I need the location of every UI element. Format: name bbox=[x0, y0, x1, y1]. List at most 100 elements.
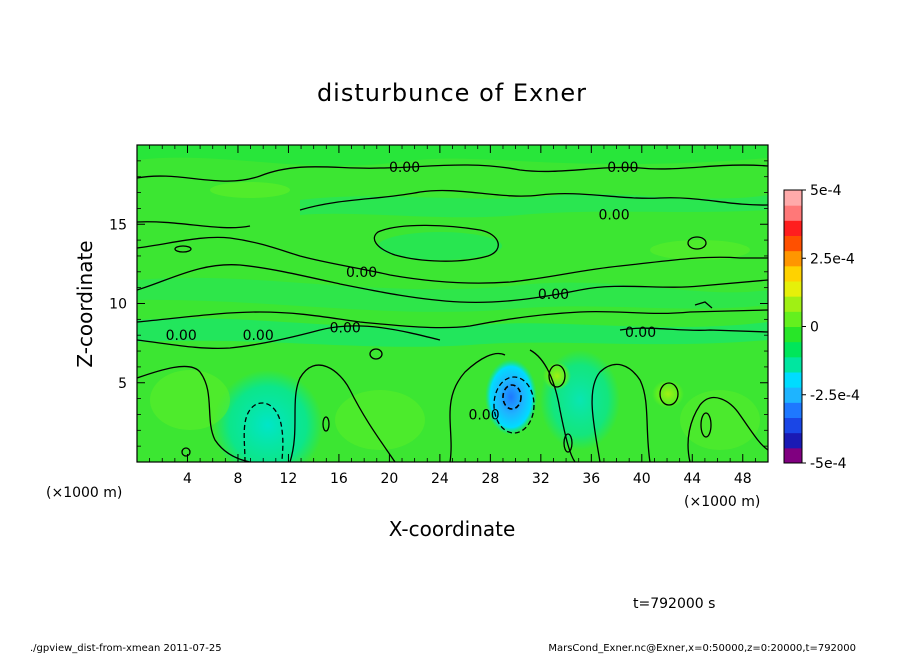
contour-line bbox=[137, 236, 768, 284]
contour-line bbox=[137, 325, 441, 350]
contour-lines bbox=[137, 164, 768, 462]
contour-labels: 0.00 0.00 0.00 0.00 0.00 0.00 0.00 0.00 0.00 0.00 bbox=[166, 160, 657, 423]
time-annotation: t=792000 s bbox=[633, 596, 715, 612]
contour-line bbox=[137, 164, 768, 182]
field-blob bbox=[650, 240, 750, 260]
x-tick-label: 36 bbox=[582, 471, 600, 487]
contour-line bbox=[137, 309, 768, 329]
contour-line bbox=[687, 236, 707, 250]
colorbar-swatch bbox=[784, 417, 802, 434]
colorbar-swatch bbox=[784, 296, 802, 312]
x-tick-label: 4 bbox=[183, 471, 192, 487]
colorbar-swatch bbox=[784, 281, 802, 297]
contour-line bbox=[449, 352, 506, 462]
contour-line bbox=[137, 264, 768, 304]
colorbar-swatch bbox=[784, 356, 802, 373]
contour-line-negative bbox=[243, 402, 284, 462]
colorbar-swatch bbox=[784, 220, 802, 236]
colorbar-label: -5e-4 bbox=[810, 456, 847, 472]
field-blob bbox=[150, 370, 230, 430]
x-tick-label: 24 bbox=[431, 471, 449, 487]
footer-left: ./gpview_dist-from-xmean 2011-07-25 bbox=[30, 643, 222, 654]
colorbar-swatch bbox=[784, 432, 802, 449]
x-tick-label: 12 bbox=[280, 471, 298, 487]
colorbar-swatch bbox=[784, 447, 802, 464]
field-blob bbox=[378, 232, 502, 260]
contour-label: 0.00 bbox=[625, 325, 656, 341]
colorbar-swatch bbox=[784, 205, 802, 221]
colorbar-swatch bbox=[784, 387, 802, 403]
contour-label: 0.00 bbox=[346, 265, 377, 281]
field-high bbox=[543, 362, 571, 390]
x-tick-label: 40 bbox=[633, 471, 651, 487]
contour-line bbox=[322, 416, 330, 432]
field-low bbox=[213, 370, 323, 462]
x-tick-label: 20 bbox=[380, 471, 398, 487]
contour-line bbox=[289, 364, 396, 462]
contour-label: 0.00 bbox=[607, 160, 638, 176]
contour-line bbox=[687, 396, 768, 462]
contour-line bbox=[137, 365, 251, 462]
x-axis-label: X-coordinate bbox=[389, 517, 516, 541]
x-unit-label-right: (×1000 m) bbox=[684, 494, 760, 510]
colorbar-swatch bbox=[784, 265, 802, 282]
contour-line bbox=[137, 221, 251, 229]
colorbar-label: 2.5e-4 bbox=[810, 251, 855, 267]
y-tick-label: 5 bbox=[118, 376, 127, 392]
contour-label: 0.00 bbox=[598, 208, 629, 224]
contour-line bbox=[700, 412, 712, 438]
colorbar-swatch bbox=[784, 250, 802, 267]
colorbar-swatch bbox=[784, 311, 802, 327]
x-tick-label: 48 bbox=[734, 471, 752, 487]
colorbar-swatch bbox=[784, 402, 802, 418]
contour-line-negative bbox=[493, 376, 535, 434]
x-tick-label: 32 bbox=[532, 471, 550, 487]
colorbar-label: 5e-4 bbox=[810, 183, 842, 199]
contour-line bbox=[174, 245, 192, 253]
x-tick-label: 16 bbox=[330, 471, 348, 487]
field-high bbox=[652, 380, 684, 408]
colorbar-swatch bbox=[784, 341, 802, 358]
contour-line bbox=[659, 382, 679, 406]
contour-line bbox=[299, 189, 768, 211]
contour-line bbox=[548, 364, 566, 388]
y-tick-label: 10 bbox=[109, 297, 127, 313]
x-unit-label-left: (×1000 m) bbox=[46, 485, 122, 501]
contour-line bbox=[563, 433, 573, 453]
contour-line-negative bbox=[502, 384, 522, 410]
contour-line bbox=[619, 327, 768, 333]
colorbar-swatch bbox=[784, 235, 802, 252]
contour-line bbox=[181, 447, 191, 457]
x-tick-label: 28 bbox=[481, 471, 499, 487]
colorbar-label: -2.5e-4 bbox=[810, 388, 860, 404]
y-axis-ticks: 5 10 15 bbox=[109, 160, 768, 447]
contour-label: 0.00 bbox=[243, 328, 274, 344]
contour-line bbox=[369, 348, 383, 360]
contour-line bbox=[694, 301, 713, 309]
contour-line bbox=[373, 224, 499, 262]
field-band bbox=[137, 145, 768, 166]
colorbar-swatch bbox=[784, 326, 802, 343]
x-axis-ticks: 4 8 12 16 20 24 28 32 36 40 44 48 bbox=[149, 145, 756, 487]
contour-label: 0.00 bbox=[330, 320, 361, 336]
y-axis-label: Z-coordinate bbox=[73, 240, 97, 367]
contour-line bbox=[591, 363, 651, 462]
colorbar-labels: 5e-4 2.5e-4 0 -2.5e-4 -5e-4 bbox=[802, 183, 860, 472]
contour-label: 0.00 bbox=[468, 407, 499, 423]
contour-label: 0.00 bbox=[389, 160, 420, 176]
colorbar-swatch bbox=[784, 372, 802, 388]
field-blob bbox=[210, 182, 290, 198]
footer-right: MarsCond_Exner.nc@Exner,x=0:50000,z=0:20… bbox=[548, 643, 856, 654]
contour-line bbox=[529, 349, 576, 462]
colorbar-label: 0 bbox=[810, 320, 819, 336]
field-band bbox=[300, 193, 768, 218]
contour-label: 0.00 bbox=[538, 287, 569, 303]
contour-label: 0.00 bbox=[166, 328, 197, 344]
y-tick-label: 15 bbox=[109, 217, 127, 233]
x-tick-label: 44 bbox=[683, 471, 701, 487]
field-low-main bbox=[485, 359, 537, 435]
field-band bbox=[137, 318, 768, 347]
chart-title: disturbunce of Exner bbox=[317, 79, 587, 107]
colorbar bbox=[784, 190, 802, 464]
